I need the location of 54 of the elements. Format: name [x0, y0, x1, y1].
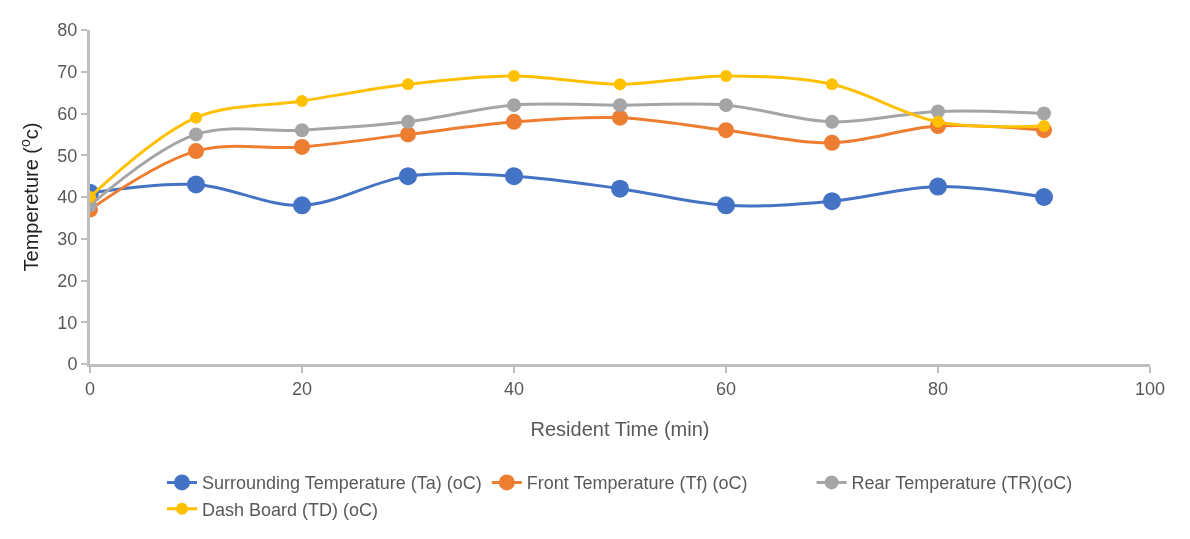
point: [823, 192, 841, 211]
point: [1037, 106, 1051, 121]
point: [294, 138, 310, 155]
point: [825, 114, 839, 129]
point: [402, 78, 414, 91]
y-tick-label: 40: [57, 187, 78, 208]
x-tick-label: 80: [927, 378, 949, 399]
point: [719, 98, 733, 113]
legend-label: Rear Temperature (TR)(oC): [851, 473, 1073, 494]
y-tick-label: 0: [67, 354, 78, 375]
y-tick-label: 70: [57, 62, 78, 83]
y-tick-label: 20: [57, 270, 78, 291]
point: [296, 94, 308, 107]
point: [190, 111, 202, 124]
point: [400, 126, 416, 143]
point: [293, 196, 311, 215]
point: [188, 143, 204, 160]
y-tick-label: 80: [57, 20, 78, 41]
point: [505, 167, 523, 186]
point: [932, 115, 944, 128]
legend-label: Dash Board (TD) (oC): [202, 499, 379, 520]
y-tick-label: 50: [57, 145, 78, 166]
x-tick-label: 40: [503, 378, 525, 399]
legend-label: Surrounding Temperature (Ta) (oC): [202, 473, 482, 494]
point: [931, 104, 945, 119]
x-tick-label: 60: [715, 378, 737, 399]
point: [401, 114, 415, 129]
y-tick-label: 30: [57, 229, 78, 250]
x-tick-label: 0: [84, 378, 96, 399]
point: [718, 122, 734, 139]
point: [720, 69, 732, 82]
point: [614, 78, 626, 91]
point: [508, 69, 520, 82]
point: [826, 78, 838, 91]
point: [295, 123, 309, 138]
point: [611, 179, 629, 198]
legend-label: Front Temperature (Tf) (oC): [526, 473, 748, 494]
y-tick-label: 10: [57, 312, 78, 333]
point: [506, 113, 522, 130]
point: [613, 98, 627, 113]
x-tick-label: 100: [1134, 378, 1166, 399]
point: [187, 175, 205, 194]
point: [189, 127, 203, 142]
point: [1035, 188, 1053, 206]
point: [507, 98, 521, 113]
x-tick-label: 20: [291, 378, 313, 399]
y-tick-label: 60: [57, 103, 78, 124]
point: [929, 177, 947, 196]
point: [1038, 120, 1050, 133]
point: [399, 167, 417, 186]
point: [717, 196, 735, 215]
point: [824, 134, 840, 151]
x-axis-title: Resident Time (min): [530, 418, 710, 440]
point: [612, 109, 628, 126]
